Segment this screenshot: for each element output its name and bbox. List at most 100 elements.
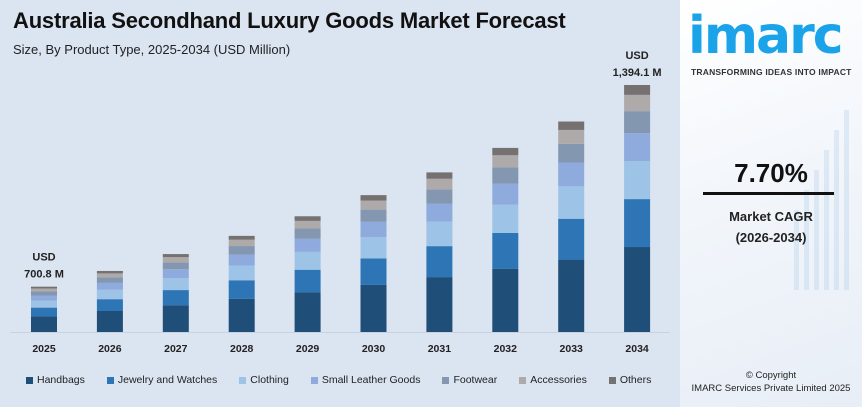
legend-label: Handbags: [37, 374, 85, 386]
legend-item: Handbags: [26, 374, 85, 386]
x-tick-label: 2029: [296, 343, 320, 355]
legend-swatch: [310, 376, 318, 384]
bar-segment-handbags-2026: [96, 311, 123, 332]
legend-item: Small Leather Goods: [310, 374, 420, 386]
x-tick-label: 2033: [560, 343, 584, 355]
x-tick-label: 2027: [164, 343, 188, 355]
bar-segment-jewelry-and-watches-2025: [31, 307, 57, 317]
legend-swatch: [26, 376, 33, 384]
bar-segment-jewelry-and-watches-2031: [426, 246, 453, 278]
x-tick-label: 2031: [428, 343, 452, 355]
bar-segment-footwear-2030: [360, 209, 387, 222]
bar-segment-footwear-2026: [96, 277, 123, 283]
bar-segment-handbags-2028: [228, 298, 255, 332]
legend-label: Others: [619, 374, 652, 386]
legend-swatch: [239, 376, 247, 384]
logo-tagline: TRANSFORMING IDEAS INTO IMPACT: [691, 67, 852, 77]
decorative-chart-graphic: [794, 110, 849, 290]
bar-segment-jewelry-and-watches-2033: [558, 218, 585, 260]
bar-segment-small-leather-goods-2030: [360, 221, 387, 238]
bar-segment-clothing-2032: [492, 204, 519, 233]
bar-segment-clothing-2031: [426, 221, 453, 247]
stacked-bar-chart: 2025 USD 700.8 M 2026 2027 2028 2029 2030 2031 20…: [10, 50, 670, 355]
cagr-value: 7.70%: [734, 158, 808, 188]
bar-segment-accessories-2033: [558, 129, 585, 144]
bar-segment-small-leather-goods-2029: [294, 238, 321, 252]
bar-segment-footwear-2032: [492, 167, 519, 184]
x-tick-label: 2026: [98, 343, 122, 355]
bar-segment-others-2027: [162, 254, 189, 258]
bar-segment-clothing-2027: [162, 278, 189, 291]
bar-segment-jewelry-and-watches-2034: [624, 199, 651, 248]
total-label-value: 700.8 M: [24, 269, 64, 281]
legend-swatch: [519, 376, 527, 384]
total-label-currency: USD: [625, 50, 648, 62]
bar-segment-accessories-2030: [360, 200, 387, 210]
legend-item: Jewelry and Watches: [106, 374, 218, 386]
copyright: © Copyright IMARC Services Private Limit…: [680, 369, 862, 395]
bar-segment-others-2026: [96, 270, 123, 274]
legend-label: Jewelry and Watches: [117, 374, 218, 386]
bar-segment-footwear-2027: [162, 262, 189, 270]
bar-segment-handbags-2032: [492, 268, 519, 332]
bar-segment-small-leather-goods-2025: [31, 295, 57, 301]
bar-segment-handbags-2027: [162, 305, 189, 332]
bar-segment-footwear-2033: [558, 143, 585, 163]
bar-segment-footwear-2034: [624, 111, 651, 134]
cagr-label: Market CAGR (2026-2034): [680, 206, 862, 248]
imarc-logo: imarc: [688, 6, 844, 66]
brand-sidebar: imarc TRANSFORMING IDEAS INTO IMPACT 7.7…: [680, 0, 862, 407]
bar-segment-accessories-2026: [96, 273, 123, 278]
cagr-label-text: Market CAGR: [729, 209, 813, 224]
bar-segment-accessories-2028: [228, 239, 255, 247]
bar-segment-accessories-2029: [294, 220, 321, 229]
bar-segment-jewelry-and-watches-2026: [96, 299, 123, 312]
bar-segment-accessories-2034: [624, 94, 651, 112]
bar-segment-footwear-2029: [294, 228, 321, 239]
bar-segment-jewelry-and-watches-2032: [492, 232, 519, 269]
bar-segment-handbags-2034: [624, 247, 651, 332]
bar-segment-jewelry-and-watches-2028: [228, 280, 255, 299]
bar-segment-small-leather-goods-2028: [228, 254, 255, 266]
bar-segment-clothing-2030: [360, 237, 387, 259]
cagr-divider: [703, 192, 834, 195]
copyright-line2: IMARC Services Private Limited 2025: [691, 383, 851, 394]
chart-panel: Australia Secondhand Luxury Goods Market…: [10, 8, 670, 386]
bar-segment-small-leather-goods-2031: [426, 203, 453, 222]
bar-segment-footwear-2031: [426, 189, 453, 204]
bar-segment-others-2029: [294, 216, 321, 221]
bar-segment-others-2032: [492, 147, 519, 156]
legend-label: Footwear: [453, 374, 498, 386]
legend-item: Footwear: [442, 374, 497, 386]
bar-segment-small-leather-goods-2026: [96, 282, 123, 290]
bar-segment-clothing-2033: [558, 186, 585, 219]
x-tick-label: 2028: [230, 343, 254, 355]
legend-item: Clothing: [239, 374, 289, 386]
bar-segment-footwear-2025: [31, 291, 57, 296]
legend-item: Others: [608, 374, 652, 386]
legend-label: Clothing: [250, 374, 289, 386]
chart-subtitle: Size, By Product Type, 2025-2034 (USD Mi…: [13, 42, 291, 57]
legend-swatch: [608, 376, 616, 384]
bar-segment-jewelry-and-watches-2030: [360, 258, 387, 285]
bar-segment-footwear-2028: [228, 246, 255, 255]
x-tick-label: 2025: [32, 343, 56, 355]
bar-segment-jewelry-and-watches-2029: [294, 269, 321, 293]
bar-segment-handbags-2031: [426, 277, 453, 332]
bar-segment-others-2030: [360, 195, 387, 201]
legend-item: Accessories: [519, 374, 587, 386]
bar-segment-clothing-2034: [624, 161, 651, 200]
legend-swatch: [106, 376, 114, 384]
bar-segment-accessories-2027: [162, 257, 189, 263]
bar-segment-others-2028: [228, 235, 255, 240]
bar-segment-small-leather-goods-2027: [162, 269, 189, 279]
bar-segment-clothing-2028: [228, 265, 255, 281]
chart-title: Australia Secondhand Luxury Goods Market…: [13, 8, 566, 33]
bar-segment-handbags-2030: [360, 284, 387, 332]
bar-segment-accessories-2032: [492, 155, 519, 168]
bar-segment-others-2034: [624, 84, 651, 95]
bar-segment-accessories-2031: [426, 178, 453, 190]
bar-segment-jewelry-and-watches-2027: [162, 290, 189, 306]
bar-segment-accessories-2025: [31, 288, 57, 292]
bar-segment-handbags-2029: [294, 292, 321, 332]
